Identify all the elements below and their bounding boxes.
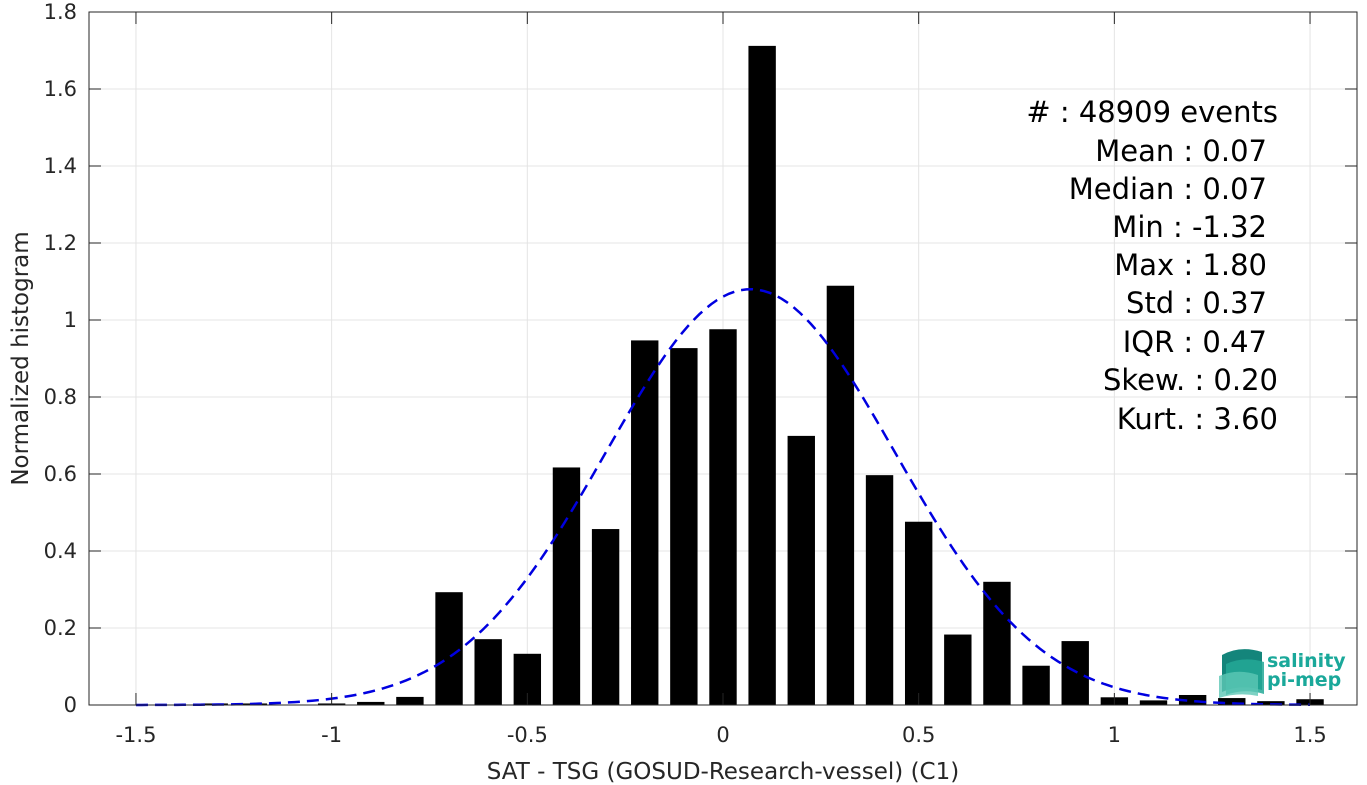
histogram-bar: [1139, 700, 1168, 705]
histogram-bar: [435, 592, 463, 705]
stat-kurt: Kurt. : 3.60: [1117, 402, 1278, 436]
y-tick-label: 1: [64, 308, 77, 332]
histogram-bar: [944, 634, 972, 705]
stat-median: Median : 0.07: [1069, 172, 1267, 206]
stat-mean: Mean : 0.07: [1095, 134, 1267, 168]
x-tick-label: -1: [321, 723, 342, 747]
histogram-bar: [1022, 665, 1050, 705]
salinity-pi-mep-logo: salinity pi-mep: [1219, 649, 1346, 698]
statistics-box: # : 48909 events Mean : 0.07 Median : 0.…: [1026, 95, 1278, 436]
histogram-bar: [552, 467, 581, 705]
y-tick-label: 0.6: [44, 462, 77, 486]
histogram-bar: [474, 639, 502, 705]
histogram-bar: [904, 521, 933, 705]
y-tick-label: 0.4: [44, 539, 77, 563]
stat-std: Std : 0.37: [1126, 286, 1267, 320]
y-tick-label: 0.8: [44, 385, 77, 409]
y-tick-label: 1.8: [44, 0, 77, 24]
histogram-bar: [670, 348, 698, 705]
y-tick-label: 1.6: [44, 77, 77, 101]
stat-max: Max : 1.80: [1114, 248, 1267, 282]
histogram-bar: [1061, 641, 1089, 705]
x-tick-label: 1: [1108, 723, 1121, 747]
x-tick-label: -1.5: [115, 723, 156, 747]
histogram-bar: [1257, 701, 1285, 705]
stat-skew: Skew. : 0.20: [1103, 363, 1278, 397]
x-tick-label: 0.5: [902, 723, 935, 747]
histogram-bar: [826, 285, 855, 705]
y-tick-label: 0: [64, 693, 77, 717]
stat-iqr: IQR : 0.47: [1123, 325, 1267, 359]
histogram-bar: [591, 529, 620, 705]
histogram-bar: [787, 435, 815, 705]
logo-text-line2: pi-mep: [1267, 669, 1341, 691]
x-tick-labels: -1.5 -1 -0.5 0 0.5 1 1.5: [115, 723, 1326, 747]
logo-text-line1: salinity: [1267, 650, 1346, 672]
y-axis-label: Normalized histogram: [8, 231, 34, 485]
histogram-bar: [357, 701, 385, 705]
histogram-bar: [983, 581, 1011, 705]
histogram-bar: [1218, 698, 1246, 705]
stat-min: Min : -1.32: [1112, 210, 1267, 244]
x-tick-label: 0: [716, 723, 729, 747]
y-tick-label: 0.2: [44, 616, 77, 640]
x-tick-label: 1.5: [1293, 723, 1326, 747]
stat-events: # : 48909 events: [1026, 95, 1278, 129]
logo-icon: [1219, 649, 1264, 698]
axis-ticks: [89, 11, 1357, 706]
x-tick-label: -0.5: [507, 723, 548, 747]
histogram-bar: [1178, 694, 1207, 705]
histogram-bar: [748, 45, 776, 705]
histogram-bars: [200, 45, 1324, 705]
x-axis-label: SAT - TSG (GOSUD-Research-vessel) (C1): [487, 759, 959, 785]
y-tick-labels: 0 0.2 0.4 0.6 0.8 1 1.2 1.4 1.6 1.8: [44, 0, 77, 717]
histogram-bar: [709, 329, 737, 705]
y-tick-label: 1.4: [44, 154, 77, 178]
y-tick-label: 1.2: [44, 231, 77, 255]
histogram-bar: [865, 475, 894, 705]
histogram-bar: [396, 696, 424, 705]
histogram-bar: [631, 340, 659, 705]
